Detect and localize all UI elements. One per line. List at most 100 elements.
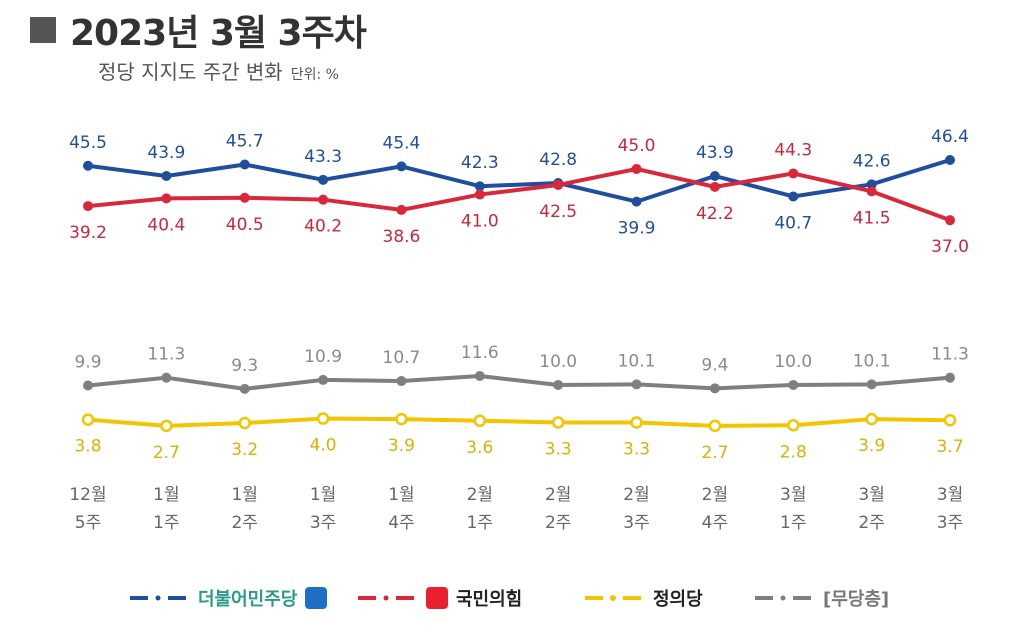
legend-line-ppp xyxy=(358,595,414,601)
data-point-none xyxy=(553,379,564,390)
x-tick-label-week: 2주 xyxy=(545,513,571,533)
data-label-justice: 3.9 xyxy=(858,436,885,456)
data-point-none xyxy=(945,372,955,383)
legend-item-none: [무당층] xyxy=(755,578,889,618)
legend-label-justice: 정의당 xyxy=(653,589,703,610)
x-tick-label-week: 1주 xyxy=(467,513,493,533)
data-point-none xyxy=(239,383,250,394)
data-label-ppp: 40.2 xyxy=(304,217,342,237)
data-label-none: 9.4 xyxy=(701,355,728,375)
data-point-justice xyxy=(708,419,722,433)
x-tick-label-month: 1월 xyxy=(310,485,336,505)
data-point-none xyxy=(161,372,172,383)
subtitle-block: 정당 지지도 주간 변화 단위: % xyxy=(98,56,339,85)
data-point-justice xyxy=(473,414,487,428)
data-label-democratic: 45.5 xyxy=(69,133,107,153)
data-label-none: 11.3 xyxy=(931,345,969,365)
data-label-democratic: 39.9 xyxy=(618,219,656,239)
series-justice: 3.8 2.7 3.2 4.0 3.9 3.6 3.3 3.3 2.7 2.8 3.9 3.7 xyxy=(74,412,964,463)
data-label-ppp: 38.6 xyxy=(383,227,421,247)
x-tick-label-month: 2월 xyxy=(623,485,649,505)
democratic-logo-icon xyxy=(305,587,328,609)
data-point-democratic xyxy=(631,196,642,207)
x-tick-label-month: 3월 xyxy=(780,485,806,505)
series-line-ppp xyxy=(87,166,951,223)
data-point-justice xyxy=(316,412,330,425)
series-line-justice xyxy=(87,416,951,428)
data-point-none xyxy=(866,379,877,390)
data-point-justice xyxy=(865,412,878,426)
data-label-none: 10.0 xyxy=(774,352,812,372)
data-point-democratic xyxy=(396,161,407,172)
data-point-none xyxy=(83,380,93,391)
data-label-ppp: 39.2 xyxy=(69,223,107,243)
data-label-ppp: 45.0 xyxy=(618,136,656,156)
data-label-ppp: 42.2 xyxy=(696,204,734,224)
data-label-democratic: 43.9 xyxy=(147,143,185,163)
x-tick-label-week: 3주 xyxy=(623,513,649,533)
data-label-democratic: 45.7 xyxy=(226,131,264,151)
data-label-ppp: 42.5 xyxy=(539,202,577,222)
series-line-none xyxy=(87,374,951,391)
data-label-ppp: 41.0 xyxy=(461,212,499,232)
data-point-none xyxy=(631,379,642,390)
data-point-none xyxy=(318,374,329,385)
legend-line-democratic xyxy=(130,595,186,601)
data-label-democratic: 42.3 xyxy=(461,153,499,173)
x-tick-label-month: 2월 xyxy=(545,485,571,505)
x-axis-labels: 12월 5주 1월 1주 1월 2주 1월 3주 1월 4주 2월 1주 2월 2주 2월 3주 2월 4주 3월 1… xyxy=(69,485,963,533)
data-point-ppp xyxy=(945,215,955,226)
x-tick-label-month: 3월 xyxy=(858,485,884,505)
data-label-none: 10.7 xyxy=(383,348,421,368)
data-label-democratic: 40.7 xyxy=(774,213,812,233)
x-tick-label-month: 1월 xyxy=(153,485,179,505)
data-point-justice xyxy=(238,416,251,430)
data-point-ppp xyxy=(239,192,250,203)
data-point-democratic xyxy=(945,155,955,165)
data-point-none xyxy=(396,376,407,387)
data-label-democratic: 42.8 xyxy=(539,150,577,170)
data-point-democratic xyxy=(318,174,329,185)
legend-label-democratic: 더불어민주당 xyxy=(198,589,298,610)
data-point-justice xyxy=(943,413,957,427)
data-point-justice xyxy=(787,419,800,432)
x-tick-label-month: 1월 xyxy=(231,485,257,505)
data-point-ppp xyxy=(788,168,799,179)
data-label-justice: 3.3 xyxy=(545,439,572,459)
data-point-democratic xyxy=(709,171,720,181)
data-label-justice: 3.9 xyxy=(388,436,415,456)
data-label-ppp: 41.5 xyxy=(853,208,891,228)
x-tick-label-week: 2주 xyxy=(231,513,257,533)
data-label-none: 9.9 xyxy=(74,353,101,373)
data-point-justice xyxy=(160,419,173,433)
series-ppp: 39.2 40.4 40.5 40.2 38.6 41.0 42.5 45.0 42.2 44.3… xyxy=(69,136,969,257)
data-label-justice: 4.0 xyxy=(310,436,337,456)
x-tick-label-week: 3주 xyxy=(937,513,963,533)
data-point-none xyxy=(709,383,720,394)
data-label-ppp: 40.4 xyxy=(147,215,185,235)
data-point-democratic xyxy=(161,171,172,181)
data-point-justice xyxy=(551,416,565,429)
data-point-ppp xyxy=(396,204,407,215)
data-point-democratic xyxy=(474,181,485,192)
data-label-none: 9.3 xyxy=(231,356,258,376)
data-label-none: 10.0 xyxy=(539,352,577,372)
data-label-democratic: 46.4 xyxy=(931,127,969,147)
data-label-none: 11.3 xyxy=(147,345,185,365)
data-point-none xyxy=(474,371,485,381)
legend-line-none xyxy=(755,595,811,601)
data-point-ppp xyxy=(631,163,642,174)
data-label-justice: 2.7 xyxy=(153,443,180,463)
data-point-none xyxy=(788,379,799,390)
chart-title: 2023년 3월 3주차 xyxy=(70,13,367,54)
data-label-justice: 3.2 xyxy=(231,440,258,460)
x-tick-label-week: 5주 xyxy=(75,513,101,533)
data-label-justice: 3.7 xyxy=(936,437,963,457)
series-line-democratic xyxy=(87,158,951,204)
x-tick-label-week: 2주 xyxy=(858,513,884,533)
data-label-democratic: 42.6 xyxy=(853,151,891,171)
data-label-justice: 3.3 xyxy=(623,439,650,459)
data-label-ppp: 37.0 xyxy=(931,237,969,257)
title-block: 2023년 3월 3주차 xyxy=(30,4,367,56)
